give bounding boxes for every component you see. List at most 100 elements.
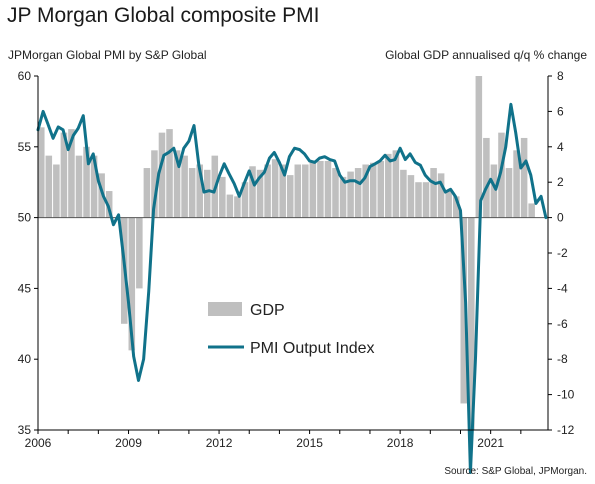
gdp-bar <box>271 159 279 218</box>
gdp-bar <box>136 217 143 289</box>
source-note: Source: S&P Global, JPMorgan. <box>444 466 587 477</box>
gdp-bar <box>256 169 264 218</box>
gdp-bar <box>415 182 422 218</box>
gdp-bar <box>226 194 234 218</box>
gdp-bar <box>520 137 528 218</box>
chart-title: JP Morgan Global composite PMI <box>7 4 320 27</box>
gdp-bar <box>483 137 490 218</box>
gdp-bar <box>354 168 362 218</box>
gdp-bar <box>528 203 535 218</box>
gdp-bar <box>445 191 452 218</box>
gdp-bar <box>317 160 324 218</box>
gdp-bar <box>324 160 332 218</box>
gdp-bar <box>128 217 136 351</box>
gdp-bar <box>38 127 45 218</box>
gdp-bar <box>286 175 294 218</box>
legend: GDP PMI Output Index <box>208 302 375 357</box>
gdp-bar <box>332 168 339 218</box>
gdp-bar <box>407 175 415 218</box>
gdp-bar <box>196 164 203 218</box>
gdp-bar <box>158 132 166 218</box>
gdp-bar <box>422 182 430 218</box>
left-axis: 35 40 45 50 55 60 <box>18 69 39 437</box>
right-axis-label: Global GDP annualised q/q % change <box>385 48 587 62</box>
gdp-bar <box>452 196 460 218</box>
gdp-bar <box>279 164 286 218</box>
x-tick-label: 2012 <box>206 436 233 450</box>
gdp-bar <box>181 155 188 218</box>
gdp-bar <box>437 173 445 218</box>
x-tick-label: 2006 <box>25 436 52 450</box>
x-axis: 2006 2009 2012 2015 2018 2021 <box>25 429 548 450</box>
left-tick-label: 40 <box>18 352 32 366</box>
gdp-bar <box>392 150 400 218</box>
right-axis: -12 -10 -8 -6 -4 -2 0 2 4 6 8 <box>547 69 575 437</box>
legend-label: PMI Output Index <box>250 340 375 357</box>
gdp-bar <box>400 169 407 218</box>
left-tick-label: 35 <box>18 423 32 437</box>
gdp-bar <box>234 196 241 218</box>
gdp-bar <box>241 182 249 218</box>
gdp-bar <box>339 176 347 218</box>
gdp-bar <box>188 168 196 218</box>
gdp-bar <box>219 176 226 218</box>
gdp-bar <box>302 164 309 218</box>
gdp-bar <box>203 169 211 218</box>
gdp-bar <box>53 164 60 218</box>
gdp-bar <box>45 155 53 218</box>
gdp-bar <box>105 191 113 218</box>
gdp-bar <box>68 129 75 218</box>
gdp-bar <box>369 162 377 218</box>
pmi-line <box>36 102 548 474</box>
left-axis-label: JPMorgan Global PMI by S&P Global <box>8 48 207 62</box>
right-tick-label: 0 <box>557 211 564 225</box>
gdp-bar <box>490 164 498 218</box>
x-tick-label: 2018 <box>387 436 414 450</box>
x-tick-label: 2015 <box>296 436 323 450</box>
pmi-line-group <box>36 102 548 474</box>
right-tick-label: 6 <box>557 104 564 118</box>
gdp-bar <box>264 164 271 218</box>
left-tick-label: 50 <box>18 211 32 225</box>
gdp-bar <box>362 164 369 218</box>
gdp-bar <box>90 155 98 218</box>
gdp-bar <box>309 160 317 218</box>
gdp-bar <box>294 164 302 218</box>
right-tick-label: 4 <box>557 140 564 154</box>
gdp-bar <box>249 166 256 218</box>
gdp-bar <box>75 155 83 218</box>
legend-gdp-swatch <box>208 302 242 316</box>
gdp-bar <box>430 168 437 218</box>
gdp-bar <box>173 150 181 218</box>
left-tick-label: 60 <box>18 69 32 83</box>
gdp-bar <box>377 160 385 218</box>
gdp-bar <box>505 168 513 218</box>
gdp-bar <box>166 129 173 218</box>
gdp-bar <box>468 217 475 430</box>
right-tick-label: -4 <box>557 281 568 295</box>
left-tick-label: 55 <box>18 140 32 154</box>
gdp-bar <box>460 217 468 404</box>
right-tick-label: 8 <box>557 69 564 83</box>
gdp-bars <box>38 76 535 430</box>
x-tick-label: 2009 <box>115 436 142 450</box>
right-tick-label: -6 <box>557 317 568 331</box>
legend-label: GDP <box>250 302 285 319</box>
gdp-bar <box>498 132 505 218</box>
gdp-bar <box>83 146 90 218</box>
right-tick-label: -2 <box>557 246 568 260</box>
right-tick-label: -12 <box>557 423 575 437</box>
left-tick-label: 45 <box>18 281 32 295</box>
gdp-bar <box>385 153 392 218</box>
gdp-bar <box>513 150 520 218</box>
right-tick-label: -8 <box>557 352 568 366</box>
gdp-bar <box>151 150 158 218</box>
gdp-bar <box>60 132 68 218</box>
gdp-bar <box>475 76 483 218</box>
right-tick-label: 2 <box>557 175 564 189</box>
x-tick-label: 2021 <box>477 436 504 450</box>
gdp-bar <box>347 171 354 218</box>
right-tick-label: -10 <box>557 388 575 402</box>
gdp-bar <box>143 168 151 218</box>
